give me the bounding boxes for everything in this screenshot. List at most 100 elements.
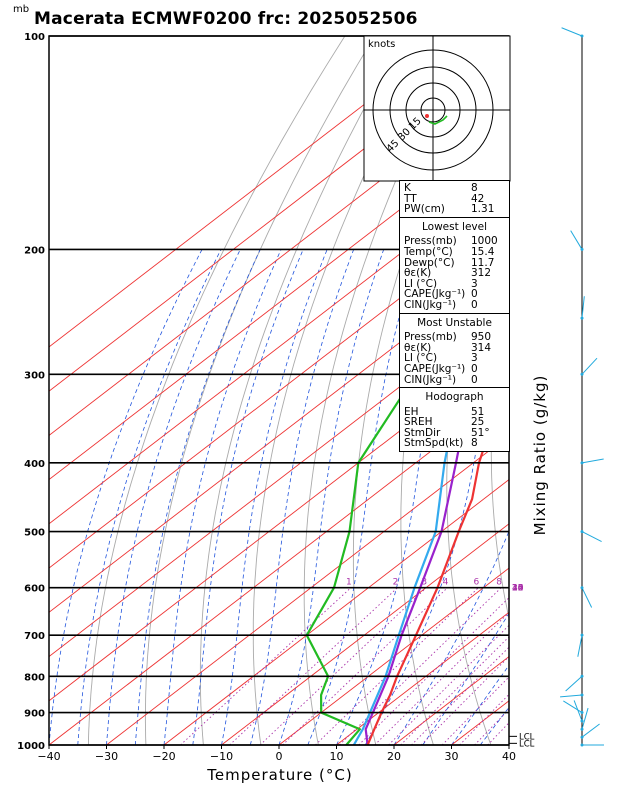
- isotherm: [221, 523, 509, 745]
- dry-adiabat: [252, 36, 435, 745]
- lcl-label: LCL: [519, 739, 535, 749]
- moist-adiabat: [134, 249, 261, 745]
- mixing-ratio-axis-label: Mixing Ratio (g/kg): [531, 375, 549, 536]
- index-row: θε(K) 312: [404, 267, 492, 280]
- storm-motion-marker: [425, 114, 429, 118]
- index-row: StmSpd(kt) 8: [404, 437, 478, 450]
- wind-barb-staff: [573, 700, 583, 722]
- hodograph-trace: [428, 115, 448, 125]
- hodograph-title: Hodograph: [425, 391, 484, 404]
- wind-barb-staff: [581, 458, 604, 464]
- lcl-label: LCL: [519, 732, 535, 742]
- moist-adiabat: [192, 249, 304, 745]
- moist-adiabat: [249, 249, 355, 745]
- x-tick-label: −20: [152, 750, 175, 763]
- x-tick-label: 20: [387, 750, 401, 763]
- wind-barb-staff: [581, 531, 602, 543]
- mixing-ratio-label: 2: [393, 578, 399, 588]
- wind-barb-staff: [581, 296, 585, 319]
- index-row: Dewp(°C) 11.7: [404, 256, 495, 269]
- mixing-ratio-label: 20: [512, 584, 524, 594]
- mixing-ratio-line: [229, 587, 398, 745]
- pressure-tick-label: 100: [24, 32, 45, 43]
- pressure-tick-label: 200: [24, 245, 45, 256]
- isotherm: [49, 169, 509, 525]
- index-row: EH 51: [404, 405, 485, 418]
- isotherm: [49, 302, 509, 658]
- index-row: CAPE(Jkg⁻¹) 0: [404, 288, 478, 301]
- pressure-tick-label: 700: [24, 631, 45, 642]
- mixing-ratio-line: [374, 611, 509, 745]
- index-row: StmDir 51°: [404, 426, 490, 439]
- moist-adiabat: [508, 744, 509, 745]
- mixing-ratio-label: 6: [474, 578, 480, 588]
- chart-title: Macerata ECMWF0200 frc: 2025052506: [34, 9, 418, 29]
- dry-adiabat: [144, 36, 376, 745]
- mixing-ratio-label: 25: [512, 584, 523, 594]
- wind-barb-staff: [560, 694, 583, 698]
- pressure-tick-label: 500: [24, 528, 45, 539]
- mixing-ratio-line: [339, 587, 502, 745]
- mixing-ratio-label: 4: [443, 578, 449, 588]
- index-row: CAPE(Jkg⁻¹) 0: [404, 362, 478, 375]
- moist-adiabat: [106, 249, 241, 745]
- isotherm: [163, 479, 509, 745]
- mixing-ratio-line: [459, 693, 509, 745]
- moist-adiabat: [77, 249, 222, 745]
- isotherm: [106, 434, 509, 745]
- pressure-tick-label: 300: [24, 370, 45, 381]
- x-tick-label: 0: [276, 750, 283, 763]
- mixing-ratio-line: [487, 722, 509, 745]
- most-unstable-box: Most Unstable Press(mb) 950 θε(K) 314 LI (…: [399, 312, 510, 389]
- mixing-ratio-label: 18: [512, 584, 524, 594]
- mixing-ratio-label: 12: [512, 584, 523, 594]
- dry-adiabat: [87, 36, 346, 745]
- mixing-ratio-line: [282, 587, 448, 745]
- index-row: CIN(Jkg⁻¹) 0: [404, 373, 478, 386]
- pressure-tick-label: 400: [24, 459, 45, 470]
- wind-barb-staff: [581, 723, 600, 738]
- mixing-ratio-label: 30: [512, 584, 524, 594]
- index-row: Temp(°C) 15.4: [404, 245, 495, 258]
- isotherm: [49, 257, 509, 613]
- wind-barb-staff: [565, 675, 583, 692]
- index-row: CIN(Jkg⁻¹) 0: [404, 298, 478, 311]
- lowest-level-title: Lowest level: [421, 220, 488, 233]
- pressure-tick-label: 800: [24, 672, 45, 683]
- x-tick-label: 10: [330, 750, 344, 763]
- x-tick-label: 30: [445, 750, 459, 763]
- x-tick-label: 40: [502, 750, 516, 763]
- index-row: LI (°C) 3: [404, 277, 478, 290]
- wind-barb-staff: [570, 230, 583, 250]
- x-tick-label: −40: [37, 750, 60, 763]
- pressure-tick-label: 1000: [17, 741, 45, 752]
- wind-barb-staff: [577, 635, 583, 657]
- lowest-level-box: Lowest level Press(mb) 1000 Temp(°C) 15.4 …: [399, 216, 510, 314]
- isotherm: [49, 36, 454, 348]
- isotherm: [49, 213, 509, 569]
- mixing-ratio-label: 10: [512, 584, 524, 594]
- pressure-unit-label: mb: [13, 4, 30, 15]
- mixing-ratio-label: 35: [512, 584, 523, 594]
- wind-barb-staff: [581, 587, 593, 608]
- index-row: PW(cm) 1.31: [404, 203, 495, 216]
- dry-adiabat: [199, 36, 405, 745]
- hodograph-frame: [363, 35, 511, 182]
- mixing-ratio-label: 40: [512, 584, 524, 594]
- wind-barb-staff: [581, 357, 598, 375]
- isotherm: [278, 567, 509, 745]
- mixing-ratio-label: 3: [421, 578, 427, 588]
- moist-adiabat: [278, 249, 385, 745]
- index-row: LI (°C) 3: [404, 352, 478, 365]
- x-tick-label: −10: [210, 750, 233, 763]
- index-row: Press(mb) 1000: [404, 235, 498, 248]
- x-axis-label: Temperature (°C): [206, 766, 352, 784]
- most-unstable-title: Most Unstable: [417, 316, 492, 329]
- index-row: TT 42: [404, 192, 485, 205]
- index-row: Press(mb) 950: [404, 331, 492, 344]
- hodograph-units: knots: [368, 39, 395, 50]
- isotherm: [508, 744, 509, 745]
- isotherm: [336, 611, 509, 745]
- hodograph-indices-box: Hodograph EH 51 SREH 25 StmDir 51° StmSpd(k…: [399, 387, 510, 453]
